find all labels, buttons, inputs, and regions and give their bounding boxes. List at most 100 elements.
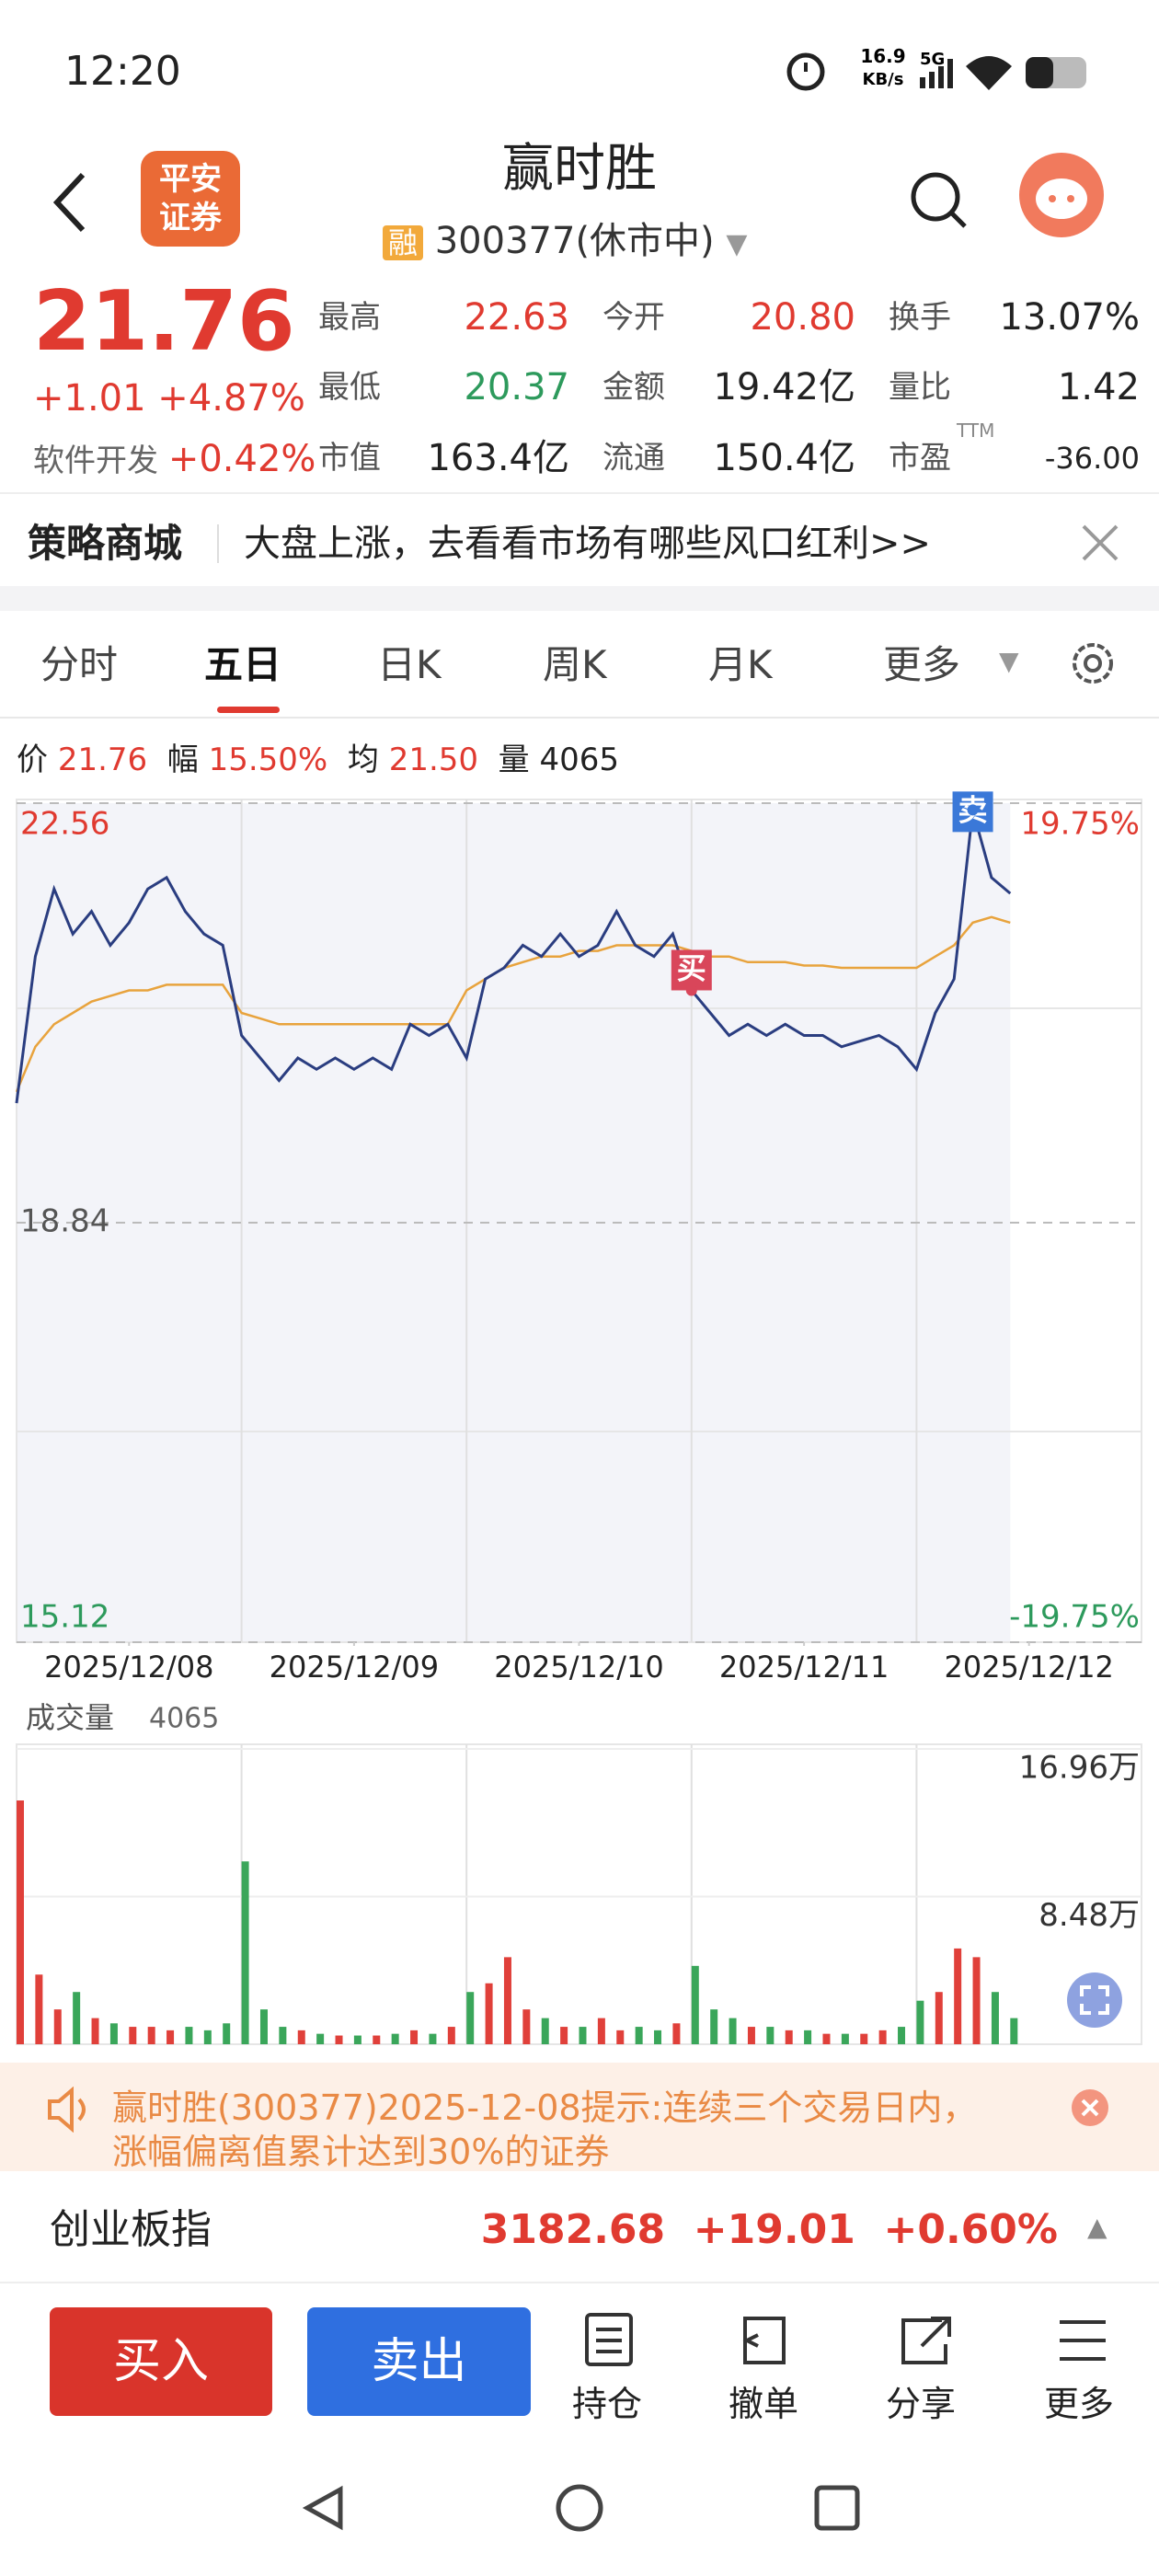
info-label: 均: [347, 742, 379, 778]
volume-bar: [485, 1983, 493, 2044]
app-logo: 平安 证券: [141, 151, 240, 247]
stat-value: 150.4亿: [713, 437, 855, 479]
volume-bar: [35, 1974, 43, 2044]
net-unit: KB/s: [863, 70, 904, 89]
y2-tick-label: 19.75%: [1020, 806, 1140, 843]
status-time: 12:20: [64, 48, 181, 95]
volume-bar: [878, 2030, 887, 2044]
x-tick-label: 2025/12/11: [719, 1650, 889, 1685]
divider: [0, 717, 1159, 719]
stat-value: 19.42亿: [713, 366, 855, 408]
volume-bar: [541, 2018, 549, 2044]
y-tick-label: 22.56: [20, 806, 109, 843]
avatar-button[interactable]: [1019, 153, 1104, 237]
volume-bar: [954, 1948, 962, 2044]
stat-value: -36.00: [1044, 441, 1140, 476]
tab[interactable]: 月K: [708, 642, 773, 687]
trade-dot: [685, 984, 697, 996]
volume-bar: [316, 2033, 325, 2044]
stock-code: 300377: [434, 220, 576, 262]
more-icon: [1060, 2320, 1106, 2361]
stat-value: 20.80: [750, 296, 855, 339]
index-change-pct: +0.60%: [883, 2206, 1058, 2253]
net-speed: 16.9: [860, 45, 905, 67]
x-tick-label: 2025/12/09: [270, 1650, 439, 1685]
sector-change: +0.42%: [167, 438, 316, 480]
volume-bar: [898, 2027, 906, 2044]
stat-label: 金额: [602, 369, 665, 406]
volume-bar: [635, 2027, 643, 2044]
buy-button[interactable]: 买入: [50, 2307, 272, 2416]
stat-label: 量比: [889, 369, 951, 406]
info-value: 15.50%: [208, 742, 328, 778]
search-button[interactable]: [906, 167, 970, 232]
index-name: 创业板指: [50, 2206, 212, 2253]
price-change-row: +1.01 +4.87%: [33, 375, 305, 421]
y-tick-label: 18.84: [20, 1203, 109, 1240]
x-tick-label: 2025/12/08: [44, 1650, 213, 1685]
tool-label[interactable]: 分享: [886, 2384, 957, 2424]
volume-bar: [691, 1965, 699, 2044]
tab[interactable]: 日K: [377, 642, 442, 687]
notice-line: 赢时胜(300377)2025-12-08提示:连续三个交易日内，: [112, 2087, 978, 2128]
index-quote: 3182.68 +19.01 +0.60%: [481, 2202, 1058, 2258]
cancel-icon: [742, 2317, 786, 2364]
volume-bar: [972, 1957, 981, 2044]
sector-name: 软件开发: [33, 443, 158, 479]
volume-bar: [335, 2035, 343, 2044]
nav-home[interactable]: [556, 2484, 603, 2532]
volume-bar: [353, 2035, 361, 2044]
nav-recent[interactable]: [814, 2485, 860, 2531]
stat-value: 13.07%: [999, 296, 1140, 339]
volume-bar: [259, 2009, 268, 2044]
volume-bar: [17, 1800, 24, 2044]
volume-bar: [916, 2000, 924, 2044]
banner-close[interactable]: [1080, 523, 1120, 563]
last-price: 21.76: [33, 273, 295, 370]
tab[interactable]: 更多: [883, 642, 961, 687]
ttm-label: TTM: [957, 420, 995, 442]
sector-row: 软件开发 +0.42%: [33, 436, 316, 484]
nav-back[interactable]: [302, 2485, 343, 2531]
chart-info: 价 21.76 幅 15.50% 均 21.50 量 4065: [17, 736, 619, 784]
banner-text[interactable]: 大盘上涨，去看看市场有哪些风口红利>>: [244, 523, 932, 565]
stat-label: 市值: [318, 440, 381, 477]
price-line: [15, 809, 1012, 1104]
settings-button[interactable]: [1067, 638, 1119, 689]
chart: 22.56 18.84 15.12 19.75% -19.75% 2025/12/08 20…: [15, 791, 1142, 2045]
sell-button[interactable]: 卖出: [307, 2307, 531, 2416]
volume-bar: [841, 2033, 849, 2044]
volume-bar: [729, 2018, 737, 2044]
price-line: [15, 915, 1011, 1093]
volume-bar: [147, 2027, 155, 2044]
stat-value: 1.42: [1057, 366, 1140, 408]
expand-button[interactable]: [1067, 1972, 1122, 2028]
volume-bar: [935, 1992, 943, 2044]
notice-close[interactable]: [1071, 2088, 1109, 2127]
volume-bar: [1010, 2018, 1018, 2044]
signal-bar: [929, 72, 935, 88]
status-icons: 16.9 KB/s 5G: [786, 45, 1086, 91]
logo-line: 证券: [159, 200, 222, 236]
volume-bar: [991, 1992, 999, 2044]
tool-label[interactable]: 更多: [1044, 2384, 1115, 2424]
divider: [0, 2282, 1159, 2283]
stat-label: 流通: [602, 440, 665, 477]
index-change: +19.01: [693, 2206, 855, 2253]
stat-value: 22.63: [464, 296, 569, 339]
volume-bar: [91, 2018, 99, 2044]
tab[interactable]: 周K: [543, 642, 607, 687]
stock-name: 赢时胜: [502, 139, 657, 199]
info-value: 21.76: [57, 742, 148, 778]
tool-label[interactable]: 撤单: [729, 2384, 799, 2424]
tool-label[interactable]: 持仓: [572, 2384, 643, 2424]
index-arrow[interactable]: ▲: [1087, 2212, 1107, 2242]
tab[interactable]: 分时: [40, 642, 119, 687]
tab-dropdown[interactable]: ▼: [999, 646, 1019, 676]
tab[interactable]: 五日: [204, 642, 282, 687]
volume-bar: [297, 2030, 305, 2044]
volume-bar: [129, 2027, 137, 2044]
back-button[interactable]: [46, 166, 101, 239]
x-tick-label: 2025/12/10: [494, 1650, 663, 1685]
